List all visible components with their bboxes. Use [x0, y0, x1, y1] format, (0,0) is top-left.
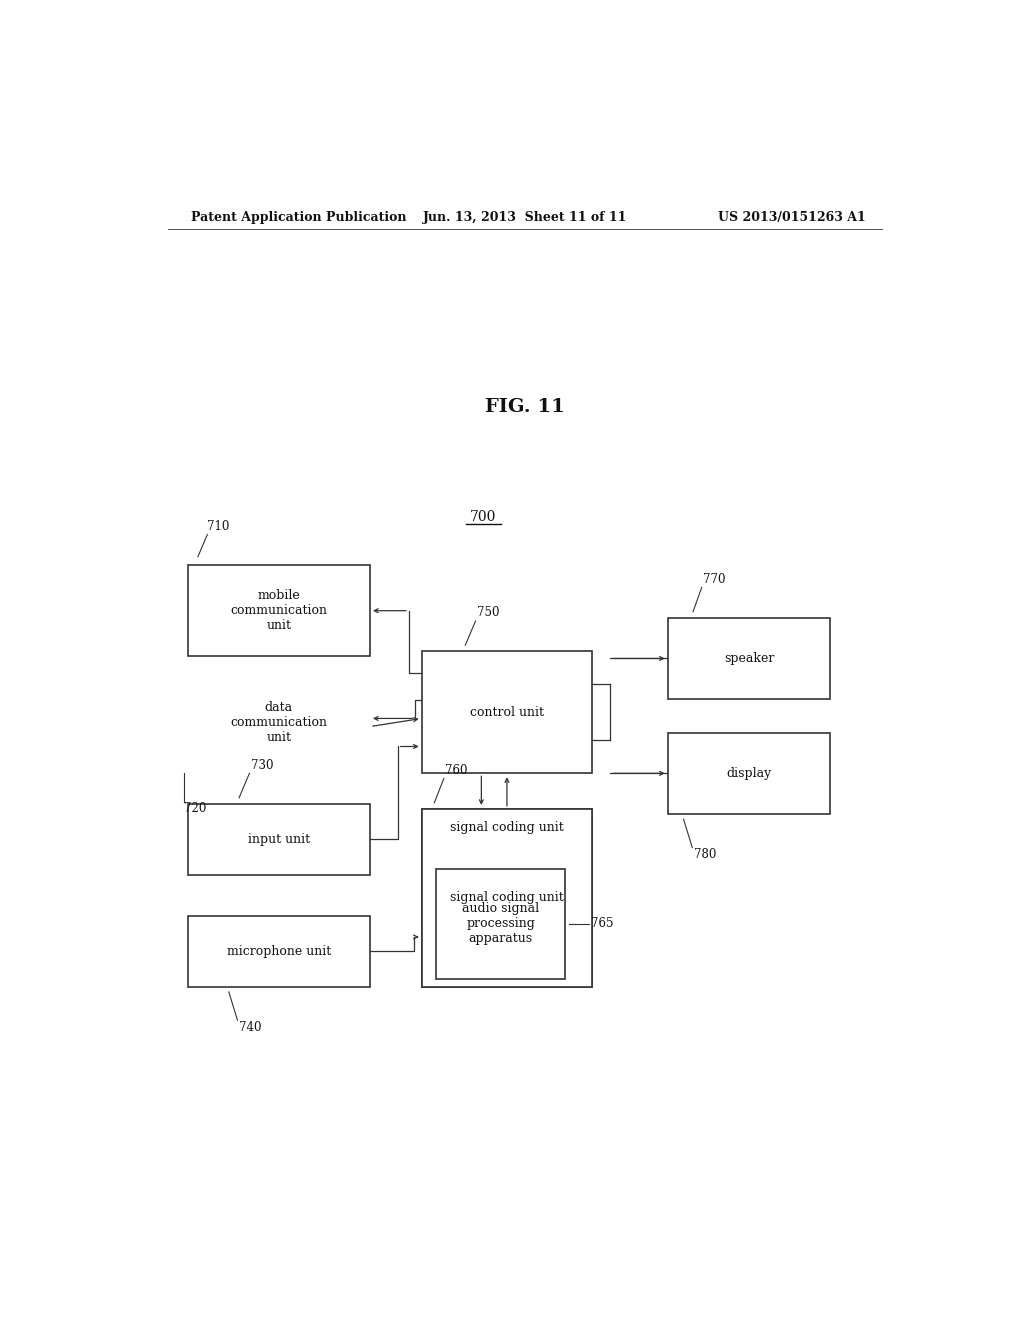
- Text: microphone unit: microphone unit: [226, 945, 331, 958]
- Text: 760: 760: [445, 764, 468, 776]
- Text: 740: 740: [240, 1020, 261, 1034]
- Text: speaker: speaker: [724, 652, 774, 665]
- Text: 780: 780: [694, 849, 716, 861]
- Text: 770: 770: [703, 573, 726, 586]
- Text: signal coding unit: signal coding unit: [451, 891, 564, 904]
- Text: 750: 750: [477, 606, 500, 619]
- Bar: [187, 565, 370, 656]
- Text: FIG. 11: FIG. 11: [484, 399, 565, 416]
- Bar: [187, 804, 370, 875]
- Bar: [668, 618, 830, 700]
- Text: 710: 710: [207, 520, 229, 533]
- Text: signal coding unit: signal coding unit: [451, 821, 564, 834]
- Bar: [422, 809, 592, 987]
- Text: US 2013/0151263 A1: US 2013/0151263 A1: [718, 211, 866, 224]
- Text: display: display: [726, 767, 772, 780]
- Text: control unit: control unit: [470, 706, 544, 719]
- Text: 720: 720: [183, 803, 206, 816]
- Text: Patent Application Publication: Patent Application Publication: [191, 211, 407, 224]
- Text: 765: 765: [592, 917, 614, 931]
- Text: 700: 700: [470, 511, 497, 524]
- Text: 730: 730: [251, 759, 273, 772]
- Text: Jun. 13, 2013  Sheet 11 of 11: Jun. 13, 2013 Sheet 11 of 11: [423, 211, 627, 224]
- Bar: [436, 869, 565, 978]
- Bar: [187, 916, 370, 987]
- Text: input unit: input unit: [248, 833, 310, 846]
- Text: mobile
communication
unit: mobile communication unit: [230, 589, 328, 632]
- Text: audio signal
processing
apparatus: audio signal processing apparatus: [462, 903, 540, 945]
- Text: data
communication
unit: data communication unit: [230, 701, 328, 744]
- Bar: [422, 651, 592, 774]
- Bar: [422, 809, 592, 987]
- Bar: [668, 733, 830, 814]
